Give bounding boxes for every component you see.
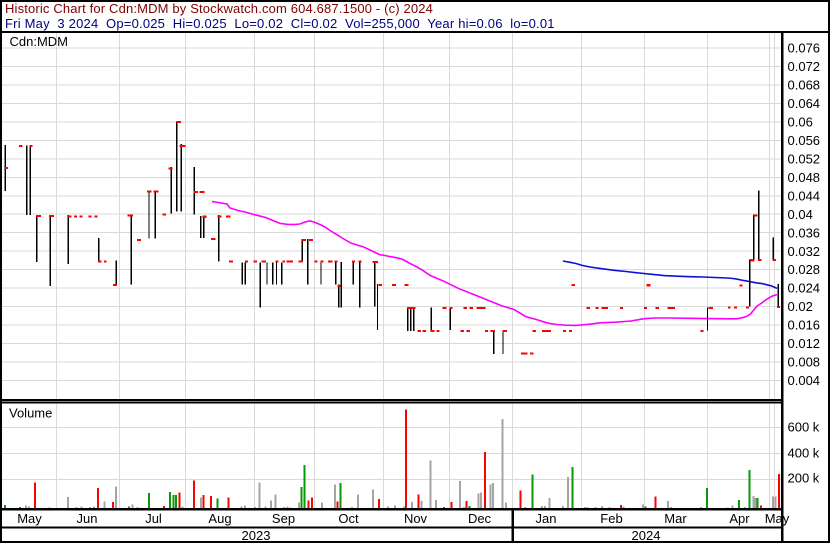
svg-text:0.036: 0.036 (788, 225, 821, 240)
svg-text:0.052: 0.052 (788, 151, 821, 166)
svg-text:Nov: Nov (404, 511, 428, 526)
svg-text:Historic Chart for Cdn:MDM by: Historic Chart for Cdn:MDM by Stockwatch… (5, 1, 433, 16)
svg-text:0.044: 0.044 (788, 188, 821, 203)
svg-text:Jul: Jul (145, 511, 162, 526)
svg-text:2024: 2024 (632, 528, 661, 543)
svg-text:0.048: 0.048 (788, 170, 821, 185)
svg-text:0.028: 0.028 (788, 262, 821, 277)
svg-text:Jan: Jan (536, 511, 557, 526)
svg-text:200 k: 200 k (788, 470, 820, 485)
svg-text:Cdn:MDM: Cdn:MDM (10, 34, 69, 49)
svg-text:Mar: Mar (664, 511, 687, 526)
svg-text:Apr: Apr (729, 511, 750, 526)
svg-text:Sep: Sep (272, 511, 295, 526)
svg-text:2023: 2023 (242, 528, 271, 543)
svg-text:0.02: 0.02 (788, 299, 813, 314)
svg-text:0.076: 0.076 (788, 41, 821, 56)
svg-text:600 k: 600 k (788, 420, 820, 435)
svg-text:Oct: Oct (338, 511, 359, 526)
svg-text:May: May (765, 511, 790, 526)
svg-text:Fri May 3 2024 Op=0.025 Hi=: Fri May 3 2024 Op=0.025 Hi=0.025 Lo=0.02… (5, 16, 555, 31)
svg-text:0.008: 0.008 (788, 355, 821, 370)
svg-text:0.024: 0.024 (788, 281, 821, 296)
svg-text:Volume: Volume (9, 406, 52, 421)
svg-text:0.064: 0.064 (788, 96, 821, 111)
svg-text:0.004: 0.004 (788, 373, 821, 388)
svg-text:400 k: 400 k (788, 446, 820, 461)
svg-text:0.056: 0.056 (788, 133, 821, 148)
svg-text:Jun: Jun (77, 511, 98, 526)
svg-text:0.012: 0.012 (788, 336, 821, 351)
svg-text:Dec: Dec (468, 511, 492, 526)
svg-text:0.068: 0.068 (788, 78, 821, 93)
svg-text:0.032: 0.032 (788, 244, 821, 259)
svg-text:May: May (17, 511, 42, 526)
svg-text:0.04: 0.04 (788, 207, 813, 222)
svg-text:0.06: 0.06 (788, 114, 813, 129)
svg-text:Aug: Aug (208, 511, 231, 526)
svg-text:0.016: 0.016 (788, 318, 821, 333)
svg-text:Feb: Feb (600, 511, 622, 526)
svg-text:0.072: 0.072 (788, 59, 821, 74)
